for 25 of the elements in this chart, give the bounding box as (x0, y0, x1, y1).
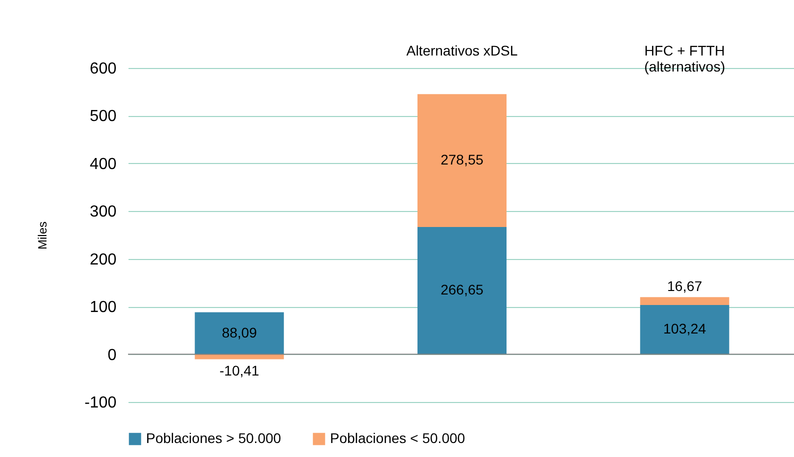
bar (640, 297, 730, 306)
legend-label: Poblaciones < 50.000 (330, 430, 466, 446)
y-tick-label: 200 (90, 251, 117, 268)
x-tick-label: HFC + FTTH (alternativos) (644, 42, 726, 74)
y-tick-label: 300 (90, 204, 117, 221)
data-label: 16,67 (667, 278, 702, 294)
y-axis-title: Miles (35, 221, 50, 250)
y-tick-label: 100 (90, 299, 117, 316)
legend-label: Poblaciones > 50.000 (146, 430, 282, 446)
data-label: 103,24 (663, 320, 706, 337)
data-label: 88,09 (222, 324, 258, 340)
bar (194, 354, 284, 360)
y-tick-label: -100 (84, 394, 117, 412)
bar (417, 227, 507, 354)
data-label: 278,55 (440, 152, 484, 168)
y-tick-label: 0 (108, 346, 117, 364)
bar (194, 312, 284, 354)
y-tick-label: 600 (90, 60, 117, 78)
bar (640, 305, 730, 354)
y-tick-label: 400 (90, 156, 117, 173)
y-tick-label: 500 (90, 108, 117, 126)
bar (417, 94, 507, 228)
data-label: -10,41 (219, 362, 260, 378)
data-label: 266,65 (440, 282, 484, 298)
x-tick-label: Alternativos xDSL (406, 42, 518, 58)
